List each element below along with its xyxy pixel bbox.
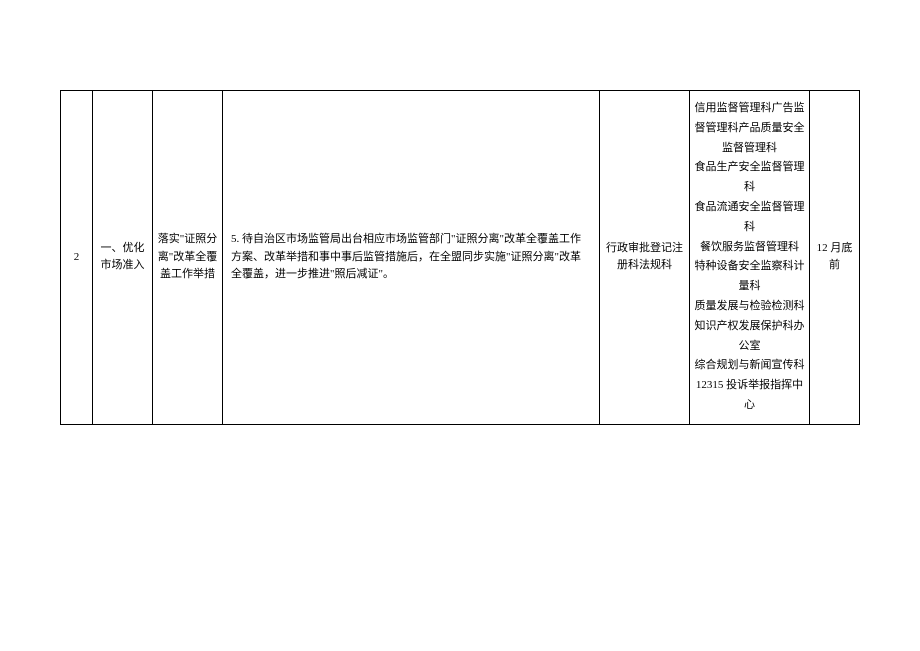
cell-num: 2 <box>61 91 93 425</box>
table-row: 2 一、优化市场准入 落实"证照分离"改革全覆盖工作举措 5. 待自治区市场监管… <box>61 91 860 425</box>
dept2-line: 12315 投诉举报指挥中心 <box>696 379 803 411</box>
cell-content: 5. 待自治区市场监管局出台相应市场监管部门"证照分离"改革全覆盖工作方案、改革… <box>223 91 600 425</box>
dept2-line: 质量发展与检验检测科 <box>695 300 805 312</box>
dept2-line: 综合规划与新闻宣传科 <box>695 359 805 371</box>
dept2-line: 特种设备安全监察科计量科 <box>695 260 805 292</box>
cell-time: 12 月底前 <box>810 91 860 425</box>
cell-measure: 落实"证照分离"改革全覆盖工作举措 <box>153 91 223 425</box>
dept2-line: 餐饮服务监督管理科 <box>700 241 799 253</box>
cell-dept2: 信用监督管理科广告监督管理科产品质量安全监督管理科 食品生产安全监督管理科 食品… <box>690 91 810 425</box>
dept2-line: 信用监督管理科广告监督管理科产品质量安全监督管理科 <box>695 102 805 154</box>
coverage-table: 2 一、优化市场准入 落实"证照分离"改革全覆盖工作举措 5. 待自治区市场监管… <box>60 90 860 425</box>
dept2-line: 知识产权发展保护科办公室 <box>695 320 805 352</box>
dept2-line: 食品流通安全监督管理科 <box>695 201 805 233</box>
dept2-line: 食品生产安全监督管理科 <box>695 161 805 193</box>
cell-dept1: 行政审批登记注册科法规科 <box>600 91 690 425</box>
cell-section: 一、优化市场准入 <box>93 91 153 425</box>
